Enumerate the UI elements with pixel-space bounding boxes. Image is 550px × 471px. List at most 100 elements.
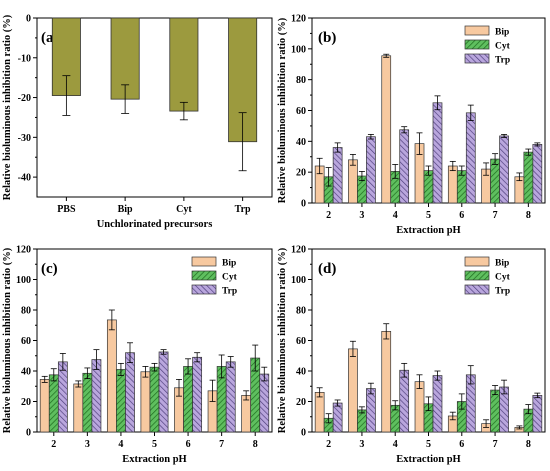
chart-root: 0 -10 -20 -30 -40 Relative bioluminous inhibi…: [2, 14, 546, 465]
x-axis-label: Extraction pH: [396, 225, 460, 236]
bar-cyt-ph7: [490, 389, 500, 433]
legend-swatch-trp: [464, 53, 490, 64]
x-tick-label: 4: [118, 439, 123, 450]
panel-label: (c): [41, 261, 58, 277]
bar-bip-ph3: [73, 383, 84, 433]
x-tick-label: 3: [85, 439, 90, 450]
bar-trp-ph3: [366, 388, 376, 433]
legend: Bip Cyt Trp: [464, 256, 511, 297]
y-axis-label: Relative bioluminous inhibition ratio (%…: [2, 14, 13, 200]
x-tick-label: 7: [493, 439, 498, 450]
bar-cyt: [169, 17, 199, 112]
bar-bip-ph3: [348, 348, 358, 433]
x-tick-label: 8: [526, 210, 531, 221]
legend-label-cyt: Cyt: [222, 273, 238, 283]
bar-bip-ph4: [381, 55, 392, 204]
bar-bip-ph5: [414, 381, 425, 433]
bar-cyt-ph3: [82, 372, 93, 433]
legend-swatch-cyt: [191, 270, 217, 281]
bar-trp-ph4: [399, 129, 410, 204]
bar-bip-ph2: [39, 379, 50, 433]
legend: Bip Cyt Trp: [464, 25, 511, 66]
legend-swatch-cyt: [464, 39, 490, 50]
x-axis-label: Unchlorinated precursors: [97, 219, 213, 230]
y-tick-label: 0: [301, 428, 306, 439]
x-tick-label: Cyt: [176, 204, 192, 215]
bar-trp-ph7: [225, 361, 236, 433]
x-tick-label: 2: [326, 210, 331, 221]
y-tick-label: 20: [21, 397, 31, 408]
bar-trp-ph8: [532, 144, 543, 204]
y-tick-label: 0: [301, 199, 306, 210]
y-axis-label: Relative bioluminous inhibition ratio (%…: [2, 247, 13, 433]
x-tick-label: 2: [326, 439, 331, 450]
bar-bip-ph2: [314, 392, 325, 433]
y-tick-label: 40: [296, 367, 306, 378]
bar-cyt-ph7: [490, 158, 500, 204]
y-tick-label: 120: [291, 14, 306, 25]
x-tick-label: 3: [359, 210, 364, 221]
x-tick-label: 7: [493, 210, 498, 221]
legend: Bip Cyt Trp: [191, 256, 238, 297]
x-tick-label: 3: [359, 439, 364, 450]
y-tick-label: 60: [296, 336, 306, 347]
bar-trp-ph5: [158, 351, 169, 433]
legend-swatch-trp: [191, 284, 217, 295]
panel-a: 0 -10 -20 -30 -40 Relative bioluminous inhibi…: [2, 14, 273, 230]
legend-label-bip: Bip: [222, 259, 236, 269]
y-tick-label: 100: [16, 275, 31, 286]
y-tick-label: 0: [26, 14, 31, 25]
x-tick-label: 4: [393, 210, 398, 221]
legend-swatch-bip: [191, 256, 217, 267]
bar-bip-ph4: [381, 331, 392, 433]
bar-bip-ph5: [140, 371, 151, 433]
legend-label-cyt: Cyt: [495, 273, 511, 283]
bar-trp-ph2: [332, 147, 343, 204]
bar-bip-ph3: [348, 159, 358, 204]
bar-cyt-ph4: [116, 369, 126, 433]
bar-bip-ph4: [106, 319, 117, 433]
legend-label-bip: Bip: [495, 259, 509, 269]
x-tick-label: 5: [152, 439, 157, 450]
y-tick-label: 120: [291, 245, 306, 256]
y-tick-label: 20: [296, 397, 306, 408]
bar-trp-ph2: [57, 361, 68, 433]
y-tick-label: -20: [18, 93, 31, 104]
panel-label: (d): [318, 261, 336, 277]
x-tick-label: PBS: [57, 204, 76, 215]
bar-trp-ph8: [259, 373, 270, 433]
bar-cyt-ph2: [48, 374, 59, 433]
y-tick-label: 40: [21, 367, 31, 378]
y-axis-label: Relative bioluminous inhibition ratio (%…: [277, 17, 288, 203]
y-tick-label: 80: [296, 306, 306, 317]
bar-bip-ph6: [447, 165, 458, 204]
bar-trp-ph2: [332, 402, 343, 433]
legend-swatch-bip: [464, 25, 490, 36]
y-tick-label: 60: [21, 336, 31, 347]
x-tick-label: 2: [51, 439, 56, 450]
x-tick-label: 8: [526, 439, 531, 450]
y-axis-label: Relative bioluminous inhibition ratio (%…: [277, 247, 288, 433]
legend-label-cyt: Cyt: [495, 42, 511, 52]
x-tick-label: 5: [426, 210, 431, 221]
legend-label-trp: Trp: [495, 56, 510, 66]
bar-trp-ph3: [91, 359, 102, 433]
y-tick-label: 20: [296, 168, 306, 179]
x-tick-label: Bip: [118, 204, 133, 215]
y-tick-label: 40: [296, 137, 306, 148]
bar-trp-ph4: [125, 352, 135, 433]
x-tick-label: 4: [393, 439, 398, 450]
y-tick-label: 60: [296, 106, 306, 117]
y-tick-label: 100: [291, 275, 306, 286]
y-tick-label: 0: [26, 428, 31, 439]
x-tick-label: 7: [219, 439, 224, 450]
x-tick-label: 6: [459, 210, 464, 221]
y-tick-label: -30: [18, 133, 31, 144]
y-tick-label: 80: [21, 306, 31, 317]
bar-trp-ph7: [499, 135, 509, 204]
bar-trp-ph6: [465, 112, 476, 204]
y-tick-label: 80: [296, 75, 306, 86]
bar-trp-ph8: [532, 395, 543, 433]
